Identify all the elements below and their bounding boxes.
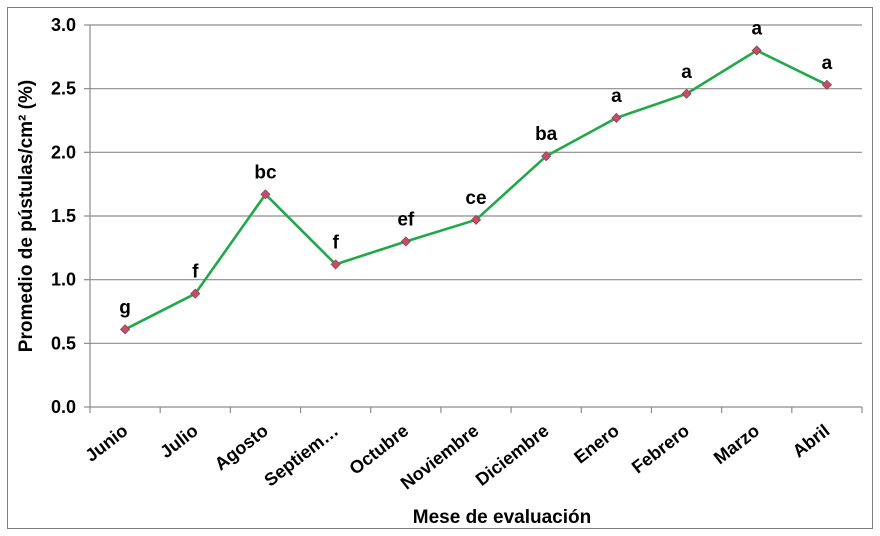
data-label: ce: [465, 188, 486, 209]
data-point: [470, 214, 482, 225]
x-axis-title: Mese de evaluación: [413, 507, 591, 528]
data-point: [681, 88, 692, 99]
data-labels-group: g f bc f ef ce ba a a a a: [119, 18, 832, 318]
data-point: [541, 151, 552, 162]
y-tick-label: 1.5: [51, 206, 76, 226]
points-group: [120, 45, 832, 335]
data-point: [330, 259, 341, 270]
data-label: bc: [254, 162, 277, 183]
x-tick-label: Noviembre: [397, 420, 483, 493]
x-tick-label: Septiem…: [260, 420, 342, 490]
data-point: [751, 45, 762, 56]
y-axis-title: Promedio de pústulas/cm² (%): [16, 80, 37, 352]
data-label: g: [119, 297, 131, 318]
data-label: a: [822, 53, 833, 74]
y-tick-label: 1.0: [51, 270, 76, 290]
x-tick-label: Octubre: [346, 420, 413, 478]
x-tick-label: Marzo: [710, 420, 763, 468]
y-tick-label: 2.5: [51, 79, 76, 99]
x-tick-label: Enero: [570, 420, 623, 467]
data-label: a: [751, 18, 762, 39]
y-tick-label: 0.5: [51, 333, 76, 353]
data-point: [120, 324, 131, 335]
data-label: f: [192, 262, 199, 283]
data-point: [400, 236, 411, 247]
x-tick-label: Junio: [81, 420, 131, 465]
x-tick-label: Febrero: [628, 420, 693, 477]
y-tick-label: 3.0: [51, 15, 76, 35]
data-point: [260, 189, 271, 200]
data-point: [611, 112, 622, 124]
data-point: [821, 79, 832, 90]
data-label: a: [611, 86, 622, 107]
x-tick-label: Julio: [156, 420, 201, 462]
data-point: [190, 288, 201, 299]
data-label: f: [332, 232, 339, 253]
y-tick-label: 0.0: [51, 397, 76, 417]
x-tick-label: Abril: [789, 420, 834, 461]
y-tick-label: 2.0: [51, 142, 76, 162]
y-axis-ticks: 0.0 0.5 1.0 1.5 2.0 2.5 3.0: [51, 15, 76, 417]
data-label: ef: [397, 209, 415, 230]
chart-frame: [7, 7, 873, 529]
data-label: a: [681, 62, 692, 83]
gridlines: [84, 24, 863, 413]
x-tick-label: Agosto: [211, 420, 272, 474]
data-label: ba: [535, 124, 558, 145]
x-tick-label: Diciembre: [472, 420, 553, 489]
